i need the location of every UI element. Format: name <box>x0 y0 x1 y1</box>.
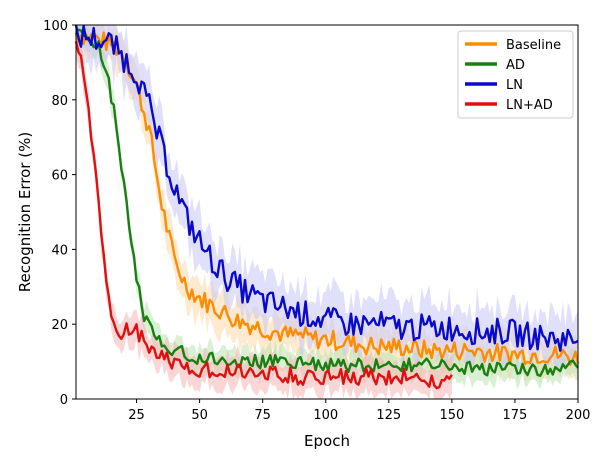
x-tick-label: 50 <box>191 408 208 423</box>
series-lines <box>74 24 580 390</box>
series-line-ln-ad <box>74 41 453 390</box>
y-tick-label: 60 <box>51 169 68 184</box>
x-tick-label: 150 <box>439 408 464 423</box>
x-tick-label: 100 <box>313 408 338 423</box>
legend-label-ln-ad: LN+AD <box>506 98 553 113</box>
legend-label-ad: AD <box>506 58 525 73</box>
series-line-ad <box>75 28 579 377</box>
legend-box <box>457 30 574 119</box>
series-line-baseline <box>74 31 580 366</box>
y-tick-label: 80 <box>51 94 68 109</box>
legend: Baseline AD LN LN+AD <box>457 30 574 119</box>
y-axis-label: Recognition Error (%) <box>16 132 34 292</box>
x-tick-label: 25 <box>128 408 145 423</box>
x-tick-label: 75 <box>254 408 271 423</box>
y-tick-label: 40 <box>51 243 68 258</box>
x-tick-label: 175 <box>503 408 528 423</box>
band-baseline <box>76 25 578 386</box>
y-tick-label: 100 <box>43 19 68 34</box>
series-line-ln <box>74 24 579 352</box>
legend-label-ln: LN <box>506 78 523 93</box>
x-axis: 25 50 75 100 125 150 175 200 <box>128 399 590 423</box>
y-axis: 0 20 40 60 80 100 <box>43 19 76 408</box>
x-axis-label: Epoch <box>304 432 350 450</box>
y-tick-label: 0 <box>60 393 68 408</box>
y-tick-label: 20 <box>51 318 68 333</box>
x-tick-label: 200 <box>566 408 591 423</box>
legend-label-baseline: Baseline <box>506 38 561 53</box>
plot-frame <box>75 24 579 400</box>
x-tick-label: 125 <box>376 408 401 423</box>
